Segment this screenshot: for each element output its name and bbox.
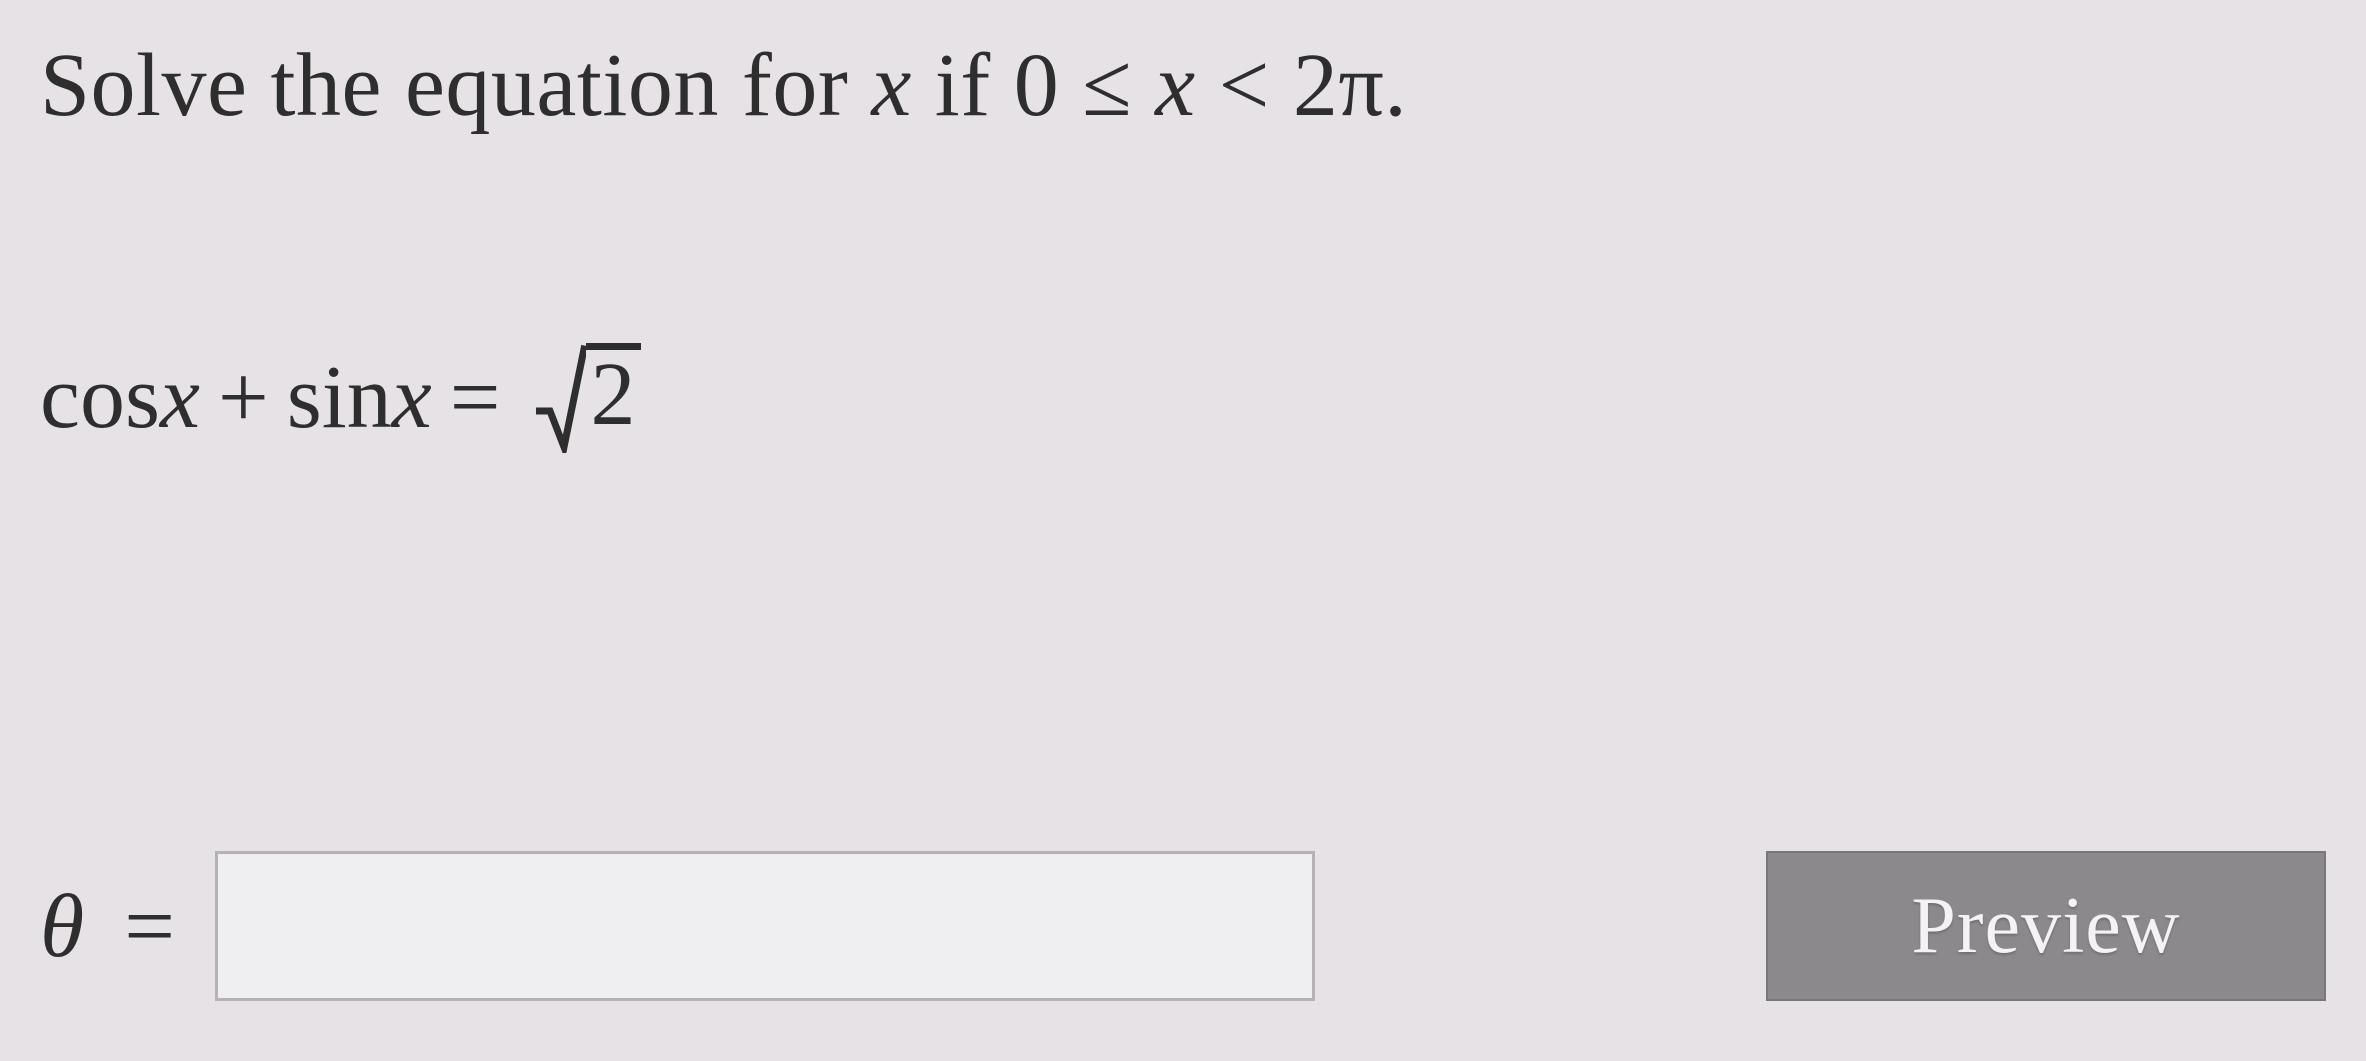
answer-label: θ =: [40, 875, 175, 978]
answer-row: θ = Preview: [40, 851, 2326, 1001]
preview-button[interactable]: Preview: [1766, 851, 2326, 1001]
equation-cos: cos: [40, 346, 160, 449]
prompt-suffix: < 2π.: [1196, 36, 1408, 135]
prompt-variable-2: x: [1155, 36, 1195, 135]
equation-var-1: x: [160, 346, 200, 449]
sqrt-icon: [536, 343, 586, 453]
theta-symbol: θ: [40, 875, 84, 978]
equation: cos x + sin x = 2: [40, 343, 2326, 453]
equation-sin: sin: [287, 346, 392, 449]
sqrt-expression: 2: [536, 343, 641, 453]
answer-input[interactable]: [215, 851, 1315, 1001]
sqrt-radicand: 2: [586, 343, 641, 450]
problem-prompt: Solve the equation for x if 0 ≤ x < 2π.: [40, 30, 2326, 143]
plus-operator: +: [218, 346, 269, 449]
prompt-variable: x: [871, 36, 911, 135]
equals-operator: =: [450, 346, 501, 449]
prompt-prefix: Solve the equation for: [40, 36, 871, 135]
prompt-middle: if 0 ≤: [912, 36, 1155, 135]
answer-equals: =: [124, 875, 175, 978]
problem-area: Solve the equation for x if 0 ≤ x < 2π. …: [0, 0, 2366, 1061]
equation-var-2: x: [392, 346, 432, 449]
